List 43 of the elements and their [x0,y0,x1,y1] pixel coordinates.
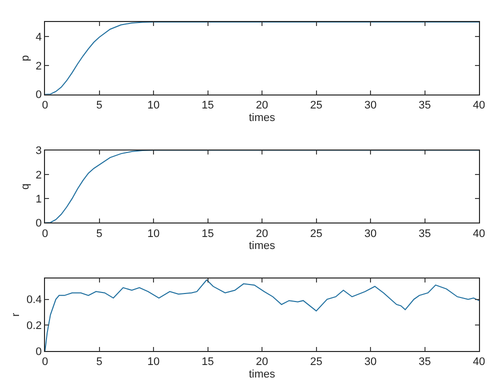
x-tick-label: 15 [202,100,214,112]
x-tick-label: 30 [364,100,377,112]
y-tick-label: 0 [36,346,42,358]
x-tick-label: 10 [147,228,160,240]
x-tick-label: 5 [96,356,102,368]
y-axis-title: p [19,55,32,62]
x-tick-label: 35 [418,100,431,112]
x-tick-label: 40 [472,100,486,112]
x-tick-label: 25 [310,100,322,112]
line-series [45,150,479,223]
line-series [45,279,479,351]
y-tick-label: 0 [36,218,42,230]
x-tick-label: 10 [147,356,160,368]
y-tick-label: 0 [36,89,42,102]
x-tick-label: 25 [310,356,322,368]
y-axis-title: q [19,183,32,190]
y-axis-title: r [10,312,22,317]
x-tick-label: 25 [310,228,322,240]
x-tick-label: 30 [364,228,377,240]
x-axis-title: times [248,240,276,252]
y-tick-label: 4 [36,31,42,44]
x-tick-label: 15 [202,228,214,240]
x-tick-label: 10 [147,100,160,112]
y-tick-label: 0.2 [26,320,42,332]
y-tick-label: 2 [36,169,42,182]
x-axis-title: times [248,112,276,124]
x-tick-label: 5 [96,100,102,112]
y-tick-label: 3 [36,145,42,158]
x-tick-label: 20 [256,356,268,368]
x-axis-title: times [248,368,276,380]
x-tick-label: 40 [472,228,486,240]
x-tick-label: 40 [472,356,486,368]
y-tick-label: 2 [36,60,42,72]
x-tick-label: 20 [256,228,268,240]
x-tick-label: 15 [202,356,214,368]
line-series [45,22,479,94]
y-tick-label: 1 [36,193,42,206]
x-tick-label: 20 [256,100,268,112]
x-tick-label: 35 [418,356,431,368]
y-tick-label: 0.4 [26,294,42,306]
x-tick-label: 5 [96,228,102,240]
x-tick-label: 35 [418,228,431,240]
x-tick-label: 30 [364,356,377,368]
